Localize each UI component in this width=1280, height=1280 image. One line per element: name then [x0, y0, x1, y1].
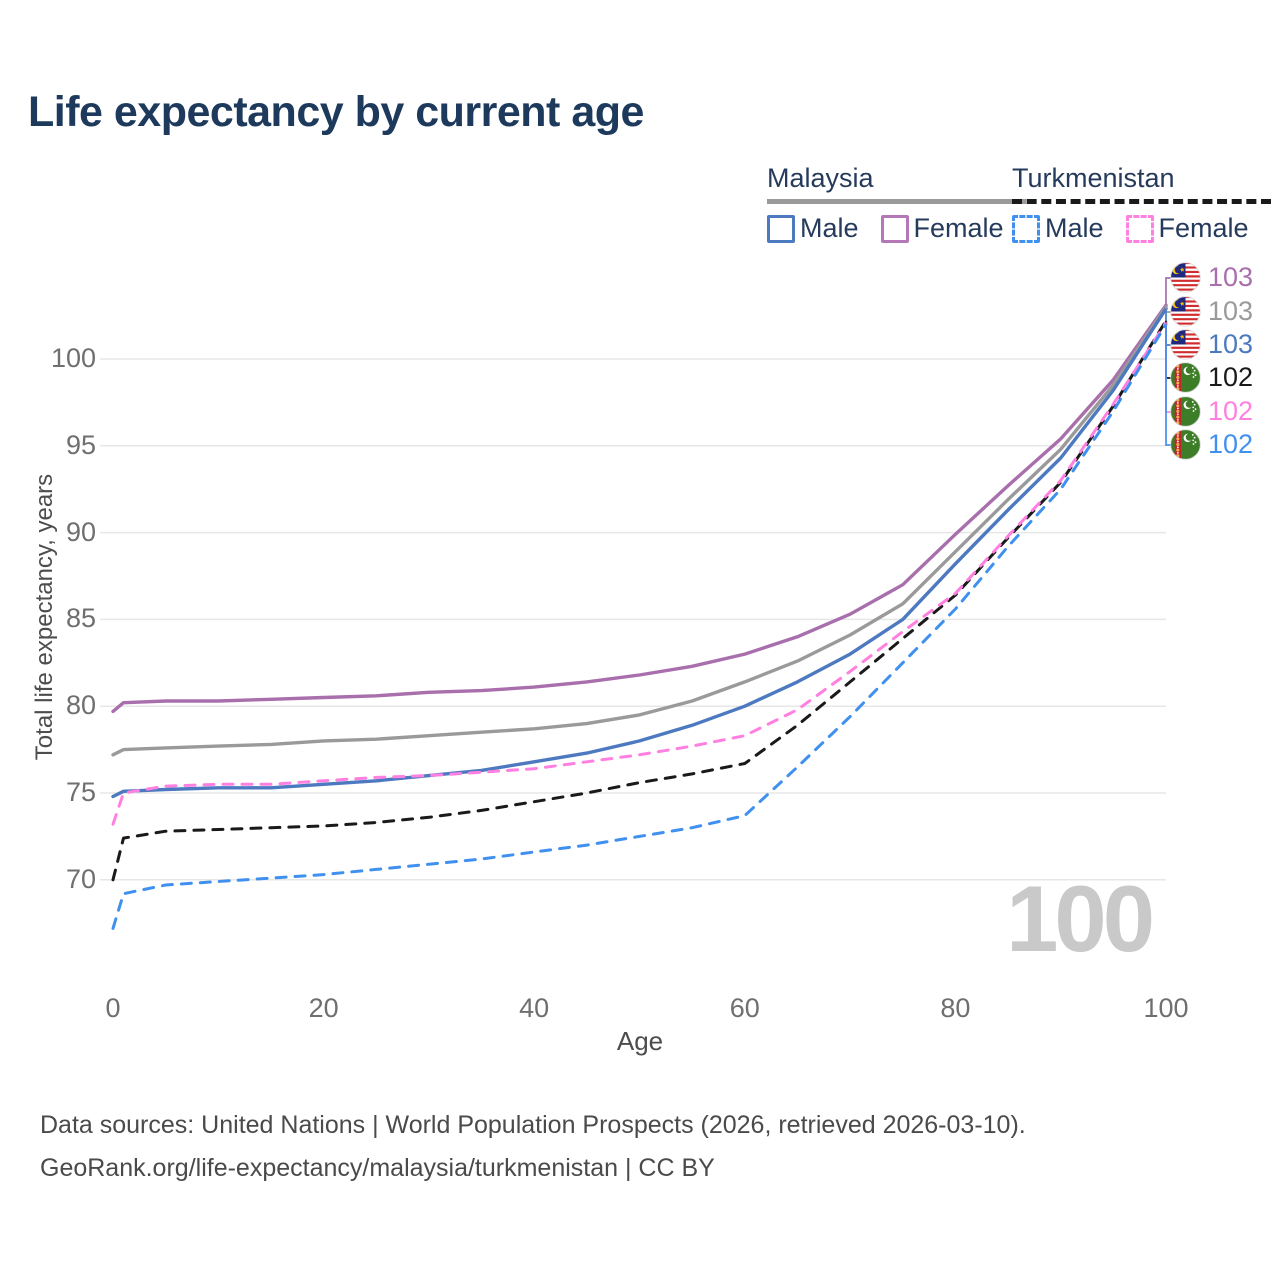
legend-item-label: Male [1045, 213, 1104, 243]
footer-attribution: GeoRank.org/life-expectancy/malaysia/tur… [40, 1154, 715, 1182]
end-label-turkmenistan-male: 102 [1170, 429, 1253, 460]
series-line-malaysia-male [111, 307, 1168, 799]
series-line-malaysia-both [111, 305, 1168, 757]
turkmenistan-line-swatch [1012, 199, 1271, 204]
x-tick-label-20: 20 [308, 993, 339, 1023]
end-label-value: 103 [1208, 296, 1254, 326]
legend-item-malaysia-male[interactable]: Male [767, 213, 859, 244]
end-label-malaysia-male: 103 [1170, 329, 1253, 360]
end-label-turkmenistan-both: 102 [1170, 362, 1253, 393]
page-title: Life expectancy by current age [28, 88, 644, 136]
turkmenistan-flag-icon [1170, 396, 1201, 427]
leader-line [1165, 277, 1171, 306]
x-tick-label-0: 0 [105, 993, 121, 1023]
legend-item-malaysia-female[interactable]: Female [880, 213, 1004, 244]
turkmenistan-flag-icon [1170, 362, 1201, 393]
malaysia-female-swatch [880, 214, 909, 243]
x-tick-label-100: 100 [1143, 993, 1189, 1023]
turkmenistan-male-swatch [1012, 214, 1040, 243]
y-tick-label-95: 95 [65, 429, 96, 460]
end-label-value: 102 [1208, 396, 1254, 426]
y-tick-label-85: 85 [65, 603, 96, 634]
series-line-malaysia-female [111, 303, 1168, 714]
end-label-malaysia-female: 103 [1170, 262, 1253, 293]
legend-item-turkmenistan-male[interactable]: Male [1012, 213, 1104, 244]
malaysia-male-swatch [767, 214, 795, 243]
legend-item-turkmenistan-female[interactable]: Female [1125, 213, 1249, 244]
legend-item-label: Female [913, 213, 1004, 243]
end-label-value: 103 [1208, 262, 1254, 292]
series-line-turkmenistan-both [111, 319, 1168, 882]
x-tick-label-40: 40 [519, 993, 550, 1023]
end-label-malaysia-both: 103 [1170, 296, 1253, 327]
end-label-value: 102 [1208, 362, 1254, 392]
series-line-turkmenistan-female [111, 321, 1168, 826]
legend-item-label: Female [1158, 213, 1249, 243]
y-tick-label-90: 90 [65, 516, 96, 547]
y-tick-label-80: 80 [65, 690, 96, 721]
end-label-value: 102 [1208, 429, 1254, 459]
malaysia-line-swatch [767, 199, 1026, 204]
footer: Data sources: United Nations | World Pop… [40, 1104, 1026, 1190]
end-label-turkmenistan-female: 102 [1170, 396, 1253, 427]
legend-group-malaysia: Malaysia Male Female [767, 163, 1026, 244]
x-tick-label-80: 80 [940, 993, 971, 1023]
y-tick-label-75: 75 [65, 777, 96, 807]
end-label-value: 103 [1208, 329, 1254, 359]
leader-line [1165, 324, 1171, 446]
legend-item-label: Male [800, 213, 859, 243]
x-tick-label-60: 60 [729, 993, 760, 1023]
malaysia-flag-icon [1170, 262, 1201, 293]
turkmenistan-flag-icon [1170, 429, 1201, 460]
legend-group-turkmenistan: Turkmenistan Male Female [1012, 163, 1271, 244]
y-tick-label-100: 100 [50, 343, 96, 373]
series-line-turkmenistan-male [111, 322, 1168, 930]
malaysia-flag-icon [1170, 329, 1201, 360]
y-tick-label-70: 70 [65, 863, 96, 894]
legend-group-title-turkmenistan: Turkmenistan [1012, 163, 1175, 193]
age-watermark: 100 [1006, 866, 1155, 971]
x-axis-title: Age [616, 1026, 664, 1056]
legend-group-title-malaysia: Malaysia [767, 163, 874, 193]
footer-data-sources: Data sources: United Nations | World Pop… [40, 1111, 1026, 1139]
malaysia-flag-icon [1170, 296, 1201, 327]
y-axis-title: Total life expectancy, years [31, 473, 58, 761]
turkmenistan-female-swatch [1125, 214, 1154, 243]
